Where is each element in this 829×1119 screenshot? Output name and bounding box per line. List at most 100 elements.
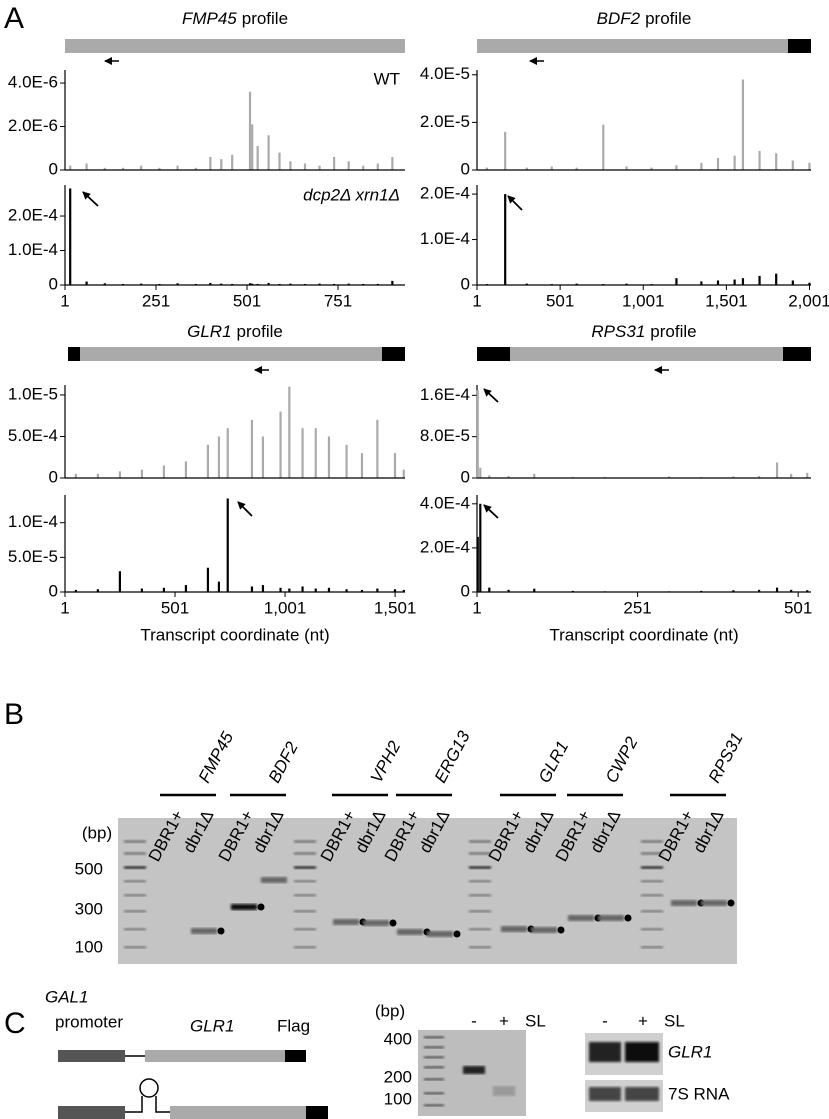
gene-label: CWP2 [602,733,642,786]
gel-band [701,900,727,906]
bar [575,283,578,285]
bar [140,165,143,170]
bar [376,419,379,478]
bar [757,589,761,592]
bar [327,587,331,592]
bar [267,282,270,285]
gel-band [191,928,217,934]
bar [209,156,212,170]
bar [808,282,811,285]
peak-arrow [483,388,499,403]
bar [278,152,281,170]
x-tick-label: 251 [142,291,170,310]
bar [318,165,321,170]
bar [217,581,221,592]
ladder-band [124,866,146,869]
ladder-band [294,852,316,855]
bar [176,165,179,170]
y-tick-label: 4.0E-4 [420,493,470,512]
y-tick-label: 2.0E-4 [420,184,470,203]
gene-schema [783,347,811,361]
chart-title: FMP45 profile [182,9,288,28]
bar [393,453,397,478]
bar [314,588,317,592]
peak-arrow [237,501,253,517]
bar [476,536,479,592]
x-tick-label: 751 [324,291,352,310]
bar [118,571,121,592]
bar [360,453,364,478]
ladder-band [641,840,663,843]
gene-label: RPS31 [705,729,747,785]
ladder-band [469,880,491,883]
bar [402,469,405,478]
series-name: WT [374,69,400,88]
title-text: profile [650,322,696,341]
x-tick-label: 2,001 [788,291,829,310]
bar [758,150,761,170]
gel-band [501,926,527,932]
bar [206,444,210,478]
bar [550,166,553,170]
gene-schema [382,347,405,361]
bar [345,589,348,592]
gene-label: BDF2 [265,738,302,786]
ladder-band [469,852,491,855]
bar [791,160,794,170]
gene-schema [68,347,80,361]
y-tick-label: 0 [461,581,470,600]
bar [507,475,510,478]
band-dot [217,927,225,935]
bar [103,167,106,170]
panel-letter: A [4,2,24,35]
ladder-band [294,866,316,869]
bar [347,161,350,170]
x-tick-label: 251 [623,598,651,617]
peak-arrow [483,504,499,519]
panel-letter: B [4,698,24,731]
bar [485,167,489,170]
gene-schema [788,39,811,53]
peak-arrow [82,191,99,207]
gel-band [568,915,594,921]
ladder-band [124,946,146,949]
bar [327,436,331,478]
bar [248,283,252,285]
gel-band [531,927,557,933]
bar [668,476,671,478]
probe-label: GLR1 [668,1042,712,1061]
bar [184,461,188,478]
condition-label: SL [664,1011,685,1030]
bar [504,194,507,285]
x-tick-label: 1 [60,598,69,617]
bar [176,283,179,285]
y-tick-label: 4.0E-6 [8,73,58,92]
bar [625,166,628,170]
bar [289,161,292,170]
blot-band [625,1087,659,1101]
title-gene: FMP45 [182,9,237,28]
bar [288,588,291,592]
ladder-band [469,910,491,913]
bar [525,167,528,170]
promoter-label: promoter [55,1012,123,1031]
promoter-box [58,1050,125,1062]
y-tick-label: 2.0E-4 [420,537,470,556]
bar [301,428,304,478]
ladder-band [424,1036,444,1039]
title-gene: GLR1 [187,322,231,341]
stem-loop [139,1078,159,1098]
bar [162,465,166,478]
ladder-band [294,946,316,949]
bar [194,167,197,170]
bar [808,162,811,170]
ladder-band [641,894,663,897]
stem-loop [125,1096,170,1113]
gel-band [427,931,453,937]
bar [791,280,794,285]
bar [314,428,317,478]
bar [103,283,106,285]
blot-band [625,1042,659,1062]
size-marker: 300 [75,899,103,918]
